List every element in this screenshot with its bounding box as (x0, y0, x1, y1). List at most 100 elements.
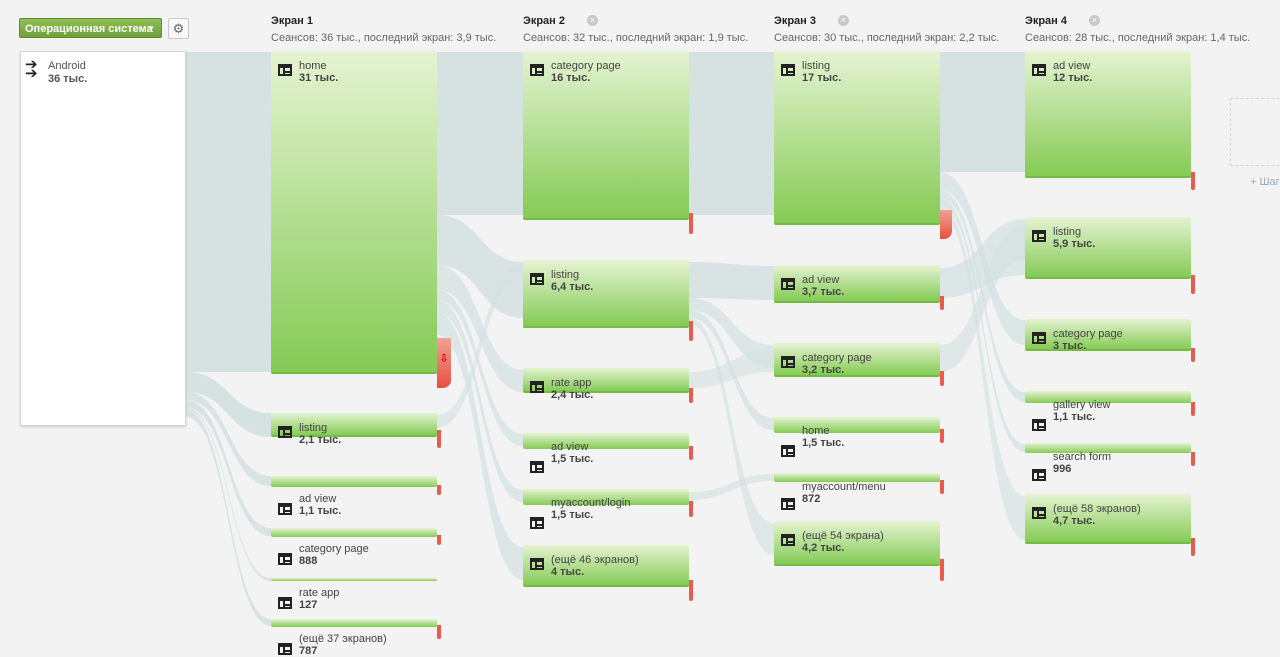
node-s3-home[interactable]: home 1,5 тыс. (774, 417, 940, 457)
dropoff-indicator[interactable] (1191, 402, 1195, 416)
dropoff-indicator-large[interactable] (940, 210, 952, 239)
page-icon (278, 503, 292, 515)
page-icon (530, 64, 544, 76)
add-step-button[interactable]: + Шаг (1250, 176, 1280, 188)
dropoff-indicator[interactable] (689, 321, 693, 341)
dropoff-indicator[interactable] (940, 296, 944, 310)
node-value: 16 тыс. (551, 72, 591, 84)
page-icon (781, 498, 795, 510)
source-label: Android (48, 60, 86, 72)
node-s3-myaccount-menu[interactable]: myaccount/menu 872 (774, 473, 940, 510)
node-s4-gallery-view[interactable]: gallery view 1,1 тыс. (1025, 391, 1191, 431)
dropoff-indicator[interactable] (1191, 275, 1195, 294)
node-s4-listing[interactable]: listing 5,9 тыс. (1025, 217, 1191, 279)
node-s3-ad-view[interactable]: ad view 3,7 тыс. (774, 265, 940, 303)
node-label: rate app (551, 377, 592, 389)
page-icon (781, 445, 795, 457)
dropoff-indicator[interactable] (1191, 452, 1195, 466)
column-subtitle: Сеансов: 32 тыс., последний экран: 1,9 т… (523, 32, 749, 44)
column-title: Экран 2 (523, 15, 565, 27)
page-icon (278, 426, 292, 438)
page-icon (278, 553, 292, 565)
node-s1-rate-app[interactable]: rate app 127 (271, 578, 437, 611)
node-label: listing (551, 269, 580, 281)
dimension-selector-button[interactable]: Операционная система ▼ (19, 18, 162, 38)
dropoff-indicator[interactable] (940, 429, 944, 443)
dropoff-indicator-large[interactable]: ⇩ (437, 338, 451, 388)
column-title: Экран 1 (271, 15, 313, 27)
node-s2-rate-app[interactable]: rate app 2,4 тыс. (523, 368, 689, 401)
flow-band (437, 264, 523, 428)
node-s3-category-page[interactable]: category page 3,2 тыс. (774, 343, 940, 377)
dropoff-indicator[interactable] (689, 501, 693, 517)
flow-band (186, 52, 271, 372)
node-s3-more-screens[interactable]: (ещё 54 экрана) 4,2 тыс. (774, 521, 940, 566)
flow-band (186, 408, 271, 581)
dropoff-indicator[interactable] (689, 213, 693, 234)
column-subtitle: Сеансов: 36 тыс., последний экран: 3,9 т… (271, 32, 497, 44)
node-s1-home[interactable]: home 31 тыс. (271, 51, 437, 374)
dropoff-indicator[interactable] (437, 430, 441, 448)
dropoff-indicator[interactable] (689, 446, 693, 460)
node-s2-ad-view[interactable]: ad view 1,5 тыс. (523, 433, 689, 473)
flow-band (689, 298, 774, 368)
node-value: 1,5 тыс. (551, 509, 594, 521)
node-value: 1,5 тыс. (802, 437, 845, 449)
column-title: Экран 3 (774, 15, 816, 27)
node-s4-category-page[interactable]: category page 3 тыс. (1025, 319, 1191, 352)
gear-icon[interactable]: ⚙ (168, 18, 189, 39)
node-s3-listing[interactable]: listing 17 тыс. (774, 51, 940, 225)
close-icon[interactable]: × (838, 15, 849, 26)
dropoff-indicator[interactable] (940, 371, 944, 386)
node-value: 4 тыс. (551, 566, 585, 578)
page-icon (1032, 469, 1046, 481)
dropoff-indicator[interactable] (437, 485, 441, 495)
node-value: 17 тыс. (802, 72, 842, 84)
node-s2-category-page[interactable]: category page 16 тыс. (523, 51, 689, 220)
column-header-2: Экран 2 × Сеансов: 32 тыс., последний экр… (523, 15, 748, 44)
page-icon (530, 558, 544, 570)
close-icon[interactable]: × (1089, 15, 1100, 26)
page-icon (1032, 507, 1046, 519)
node-label: (ещё 54 экрана) (802, 530, 884, 542)
flow-band (940, 206, 1025, 540)
node-s1-more-screens[interactable]: (ещё 37 экранов) 787 (271, 619, 437, 657)
dropoff-indicator[interactable] (689, 580, 693, 601)
node-value: 5,9 тыс. (1053, 238, 1096, 250)
dropoff-indicator[interactable] (940, 480, 944, 494)
node-value: 1,1 тыс. (1053, 411, 1096, 423)
page-icon (781, 356, 795, 368)
node-label: ad view (802, 274, 840, 286)
dropoff-indicator[interactable] (437, 625, 441, 639)
flow-band (940, 52, 1025, 172)
node-s2-listing[interactable]: listing 6,4 тыс. (523, 260, 689, 328)
source-node-android[interactable]: ➔ ➔ Android 36 тыс. (20, 51, 186, 426)
node-s2-myaccount-login[interactable]: myaccount/login 1,5 тыс. (523, 489, 689, 529)
flow-band (689, 318, 774, 555)
node-value: 12 тыс. (1053, 72, 1093, 84)
node-value: 2,1 тыс. (299, 434, 342, 446)
node-label: home (802, 425, 830, 437)
node-s4-more-screens[interactable]: (ещё 58 экранов) 4,7 тыс. (1025, 494, 1191, 544)
node-s4-search-form[interactable]: search form 996 (1025, 443, 1191, 481)
page-icon (278, 643, 292, 655)
flow-band (186, 410, 271, 626)
dropoff-indicator[interactable] (940, 559, 944, 581)
caret-down-icon: ▼ (147, 24, 155, 33)
dropoff-indicator[interactable] (689, 388, 693, 403)
node-value: 888 (299, 555, 318, 567)
dropoff-indicator[interactable] (437, 535, 441, 545)
dropoff-indicator[interactable] (1191, 538, 1195, 556)
dropoff-indicator[interactable] (1191, 348, 1195, 362)
close-icon[interactable]: × (587, 15, 598, 26)
node-label: myaccount/menu (802, 481, 886, 493)
dropoff-indicator[interactable] (1191, 172, 1195, 190)
node-s1-category-page[interactable]: category page 888 (271, 528, 437, 567)
node-value: 1,1 тыс. (299, 505, 342, 517)
page-icon (781, 534, 795, 546)
column-header-3: Экран 3 × Сеансов: 30 тыс., последний экр… (774, 15, 999, 44)
node-s4-ad-view[interactable]: ad view 12 тыс. (1025, 51, 1191, 178)
node-s1-listing[interactable]: listing 2,1 тыс. (271, 413, 437, 446)
node-s2-more-screens[interactable]: (ещё 46 экранов) 4 тыс. (523, 545, 689, 587)
node-s1-ad-view[interactable]: ad view 1,1 тыс. (271, 476, 437, 517)
